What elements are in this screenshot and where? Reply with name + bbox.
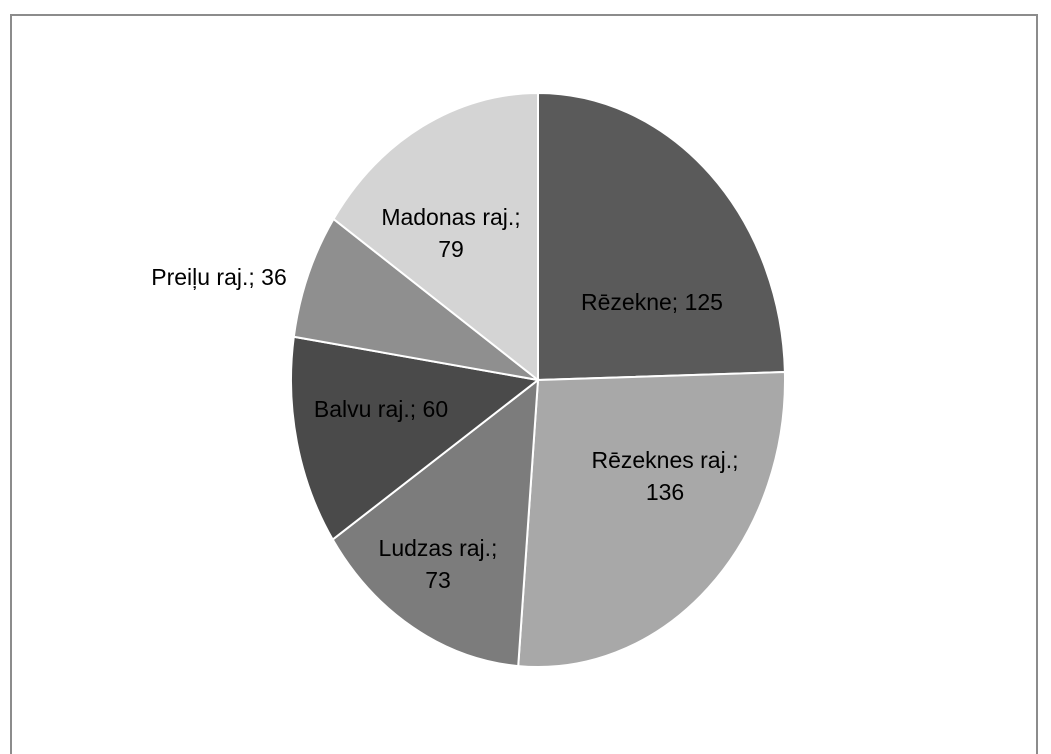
slice-label-line: Balvu raj.; 60 <box>314 396 448 422</box>
pie-slice-2 <box>331 377 540 668</box>
slice-label-4: Preiļu raj.; 36 <box>151 264 287 290</box>
slice-label-line: Ludzas raj.; <box>379 535 498 561</box>
slice-label-0: Rēzekne; 125 <box>581 289 723 315</box>
slice-label-line: 136 <box>646 479 684 505</box>
pie-slice-3 <box>290 335 541 542</box>
pie-slices <box>290 91 786 668</box>
pie-slice-5 <box>332 91 539 383</box>
pie-chart: Rēzekne; 125 Rēzeknes raj.; 136 Ludzas raj.… <box>151 91 786 668</box>
pie-labels: Rēzekne; 125 Rēzeknes raj.; 136 Ludzas raj.… <box>151 204 738 593</box>
slice-label-1: Rēzeknes raj.; 136 <box>591 447 738 505</box>
slice-label-3: Balvu raj.; 60 <box>314 396 448 422</box>
slice-label-line: Rēzekne; 125 <box>581 289 723 315</box>
slice-label-line: 73 <box>425 567 451 593</box>
chart-frame: Rēzekne; 125 Rēzeknes raj.; 136 Ludzas raj.… <box>10 14 1038 754</box>
slice-label-5: Madonas raj.; 79 <box>381 204 520 262</box>
pie-slice-0 <box>537 91 786 382</box>
slice-label-2: Ludzas raj.; 73 <box>379 535 498 593</box>
slice-label-line: 79 <box>438 236 464 262</box>
slice-label-line: Preiļu raj.; 36 <box>151 264 287 290</box>
slice-label-line: Rēzeknes raj.; <box>591 447 738 473</box>
pie-slice-1 <box>517 370 786 668</box>
slice-label-line: Madonas raj.; <box>381 204 520 230</box>
pie-slice-4 <box>292 217 539 381</box>
